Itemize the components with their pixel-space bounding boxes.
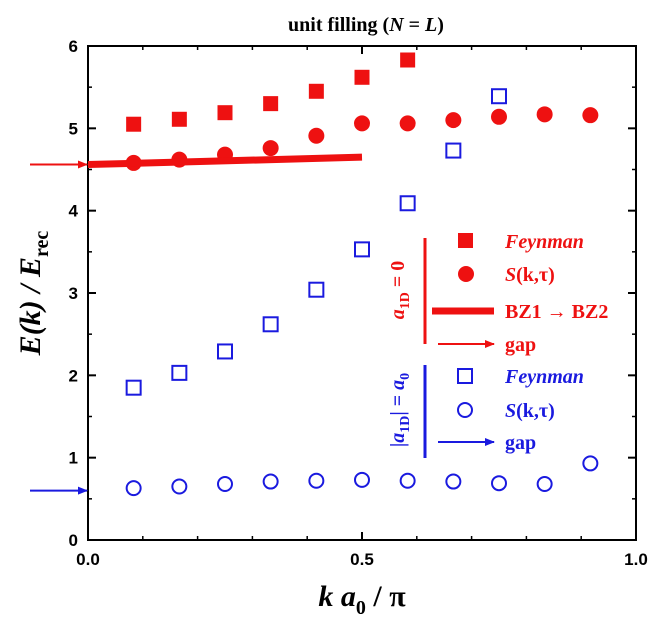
x-tick-label: 0.5 <box>350 550 374 569</box>
feynman-point-red <box>354 69 370 85</box>
skt-point-red <box>399 115 416 132</box>
y-tick-label: 6 <box>69 37 78 56</box>
skt-point-blue <box>217 476 233 493</box>
legend-group-label-red: a1D = 0 <box>387 261 413 320</box>
bz-boundary-line <box>87 153 363 169</box>
y-tick-label: 5 <box>69 119 78 138</box>
skt-point-blue <box>171 478 188 495</box>
y-tick-label: 3 <box>69 284 78 303</box>
y-axis-title: E(k) / Erec <box>14 231 53 357</box>
gap-arrows <box>30 160 88 495</box>
skt-point-blue <box>125 480 142 497</box>
skt-point-blue <box>582 455 599 472</box>
legend-marker-feynman-blue <box>457 368 473 384</box>
legend-marker-skt-blue <box>457 402 473 418</box>
feynman-point-red <box>263 96 279 112</box>
skt-point-red <box>582 107 599 124</box>
legend-label-gap-red: gap <box>505 334 536 356</box>
skt-point-blue <box>262 473 279 490</box>
feynman-point-red <box>308 83 324 99</box>
feynman-point-red <box>171 111 187 127</box>
feynman-point-red <box>400 52 416 68</box>
feynman-point-blue <box>354 241 370 258</box>
feynman-point-blue <box>125 379 142 396</box>
axes: 0.0 0.5 1.0 0 1 2 3 4 5 6 <box>69 37 648 569</box>
skt-point-red <box>262 140 279 157</box>
legend-label-bz: BZ1 → BZ2 <box>505 301 608 323</box>
skt-point-blue <box>399 472 416 489</box>
y-tick-label: 1 <box>69 449 78 468</box>
x-tick-label: 1.0 <box>624 550 648 569</box>
legend-marker-feynman-red <box>458 233 473 248</box>
feynman-point-blue <box>399 195 416 212</box>
skt-point-blue <box>445 473 462 490</box>
legend-group-label-blue: |a1D| = a0 <box>387 373 413 447</box>
feynman-point-blue <box>171 364 188 381</box>
legend: a1D = 0 |a1D| = a0 Feynman S(k,τ) BZ1 → … <box>387 231 608 458</box>
legend-label-skt-red: S(k,τ) <box>505 264 555 286</box>
skt-point-blue <box>308 472 325 489</box>
skt-point-red <box>308 127 325 144</box>
legend-label-gap-blue: gap <box>505 432 536 454</box>
chart-title: unit filling (N = L) <box>288 14 444 36</box>
x-tick-label: 0.0 <box>76 550 100 569</box>
skt-point-red <box>536 106 553 123</box>
feynman-point-red <box>217 105 233 121</box>
feynman-point-blue <box>308 281 325 298</box>
y-tick-label: 4 <box>69 202 79 221</box>
skt-point-blue <box>491 475 507 492</box>
data-marks <box>87 52 599 497</box>
x-axis-title: k a0 / π <box>318 580 406 618</box>
y-tick-label: 2 <box>69 366 78 385</box>
legend-marker-skt-red <box>458 266 474 282</box>
skt-point-red <box>354 115 370 132</box>
skt-point-red <box>445 112 462 129</box>
legend-label-feynman-blue: Feynman <box>504 366 584 388</box>
feynman-point-blue <box>445 142 462 159</box>
feynman-point-red <box>126 116 142 132</box>
skt-point-blue <box>354 471 370 488</box>
y-tick-label: 0 <box>69 531 78 550</box>
skt-point-red <box>491 108 507 125</box>
feynman-point-blue <box>217 343 233 360</box>
feynman-point-blue <box>491 88 507 105</box>
legend-label-skt-blue: S(k,τ) <box>505 400 555 422</box>
feynman-point-blue <box>262 316 279 333</box>
legend-label-feynman-red: Feynman <box>504 231 584 253</box>
skt-point-blue <box>536 476 553 493</box>
